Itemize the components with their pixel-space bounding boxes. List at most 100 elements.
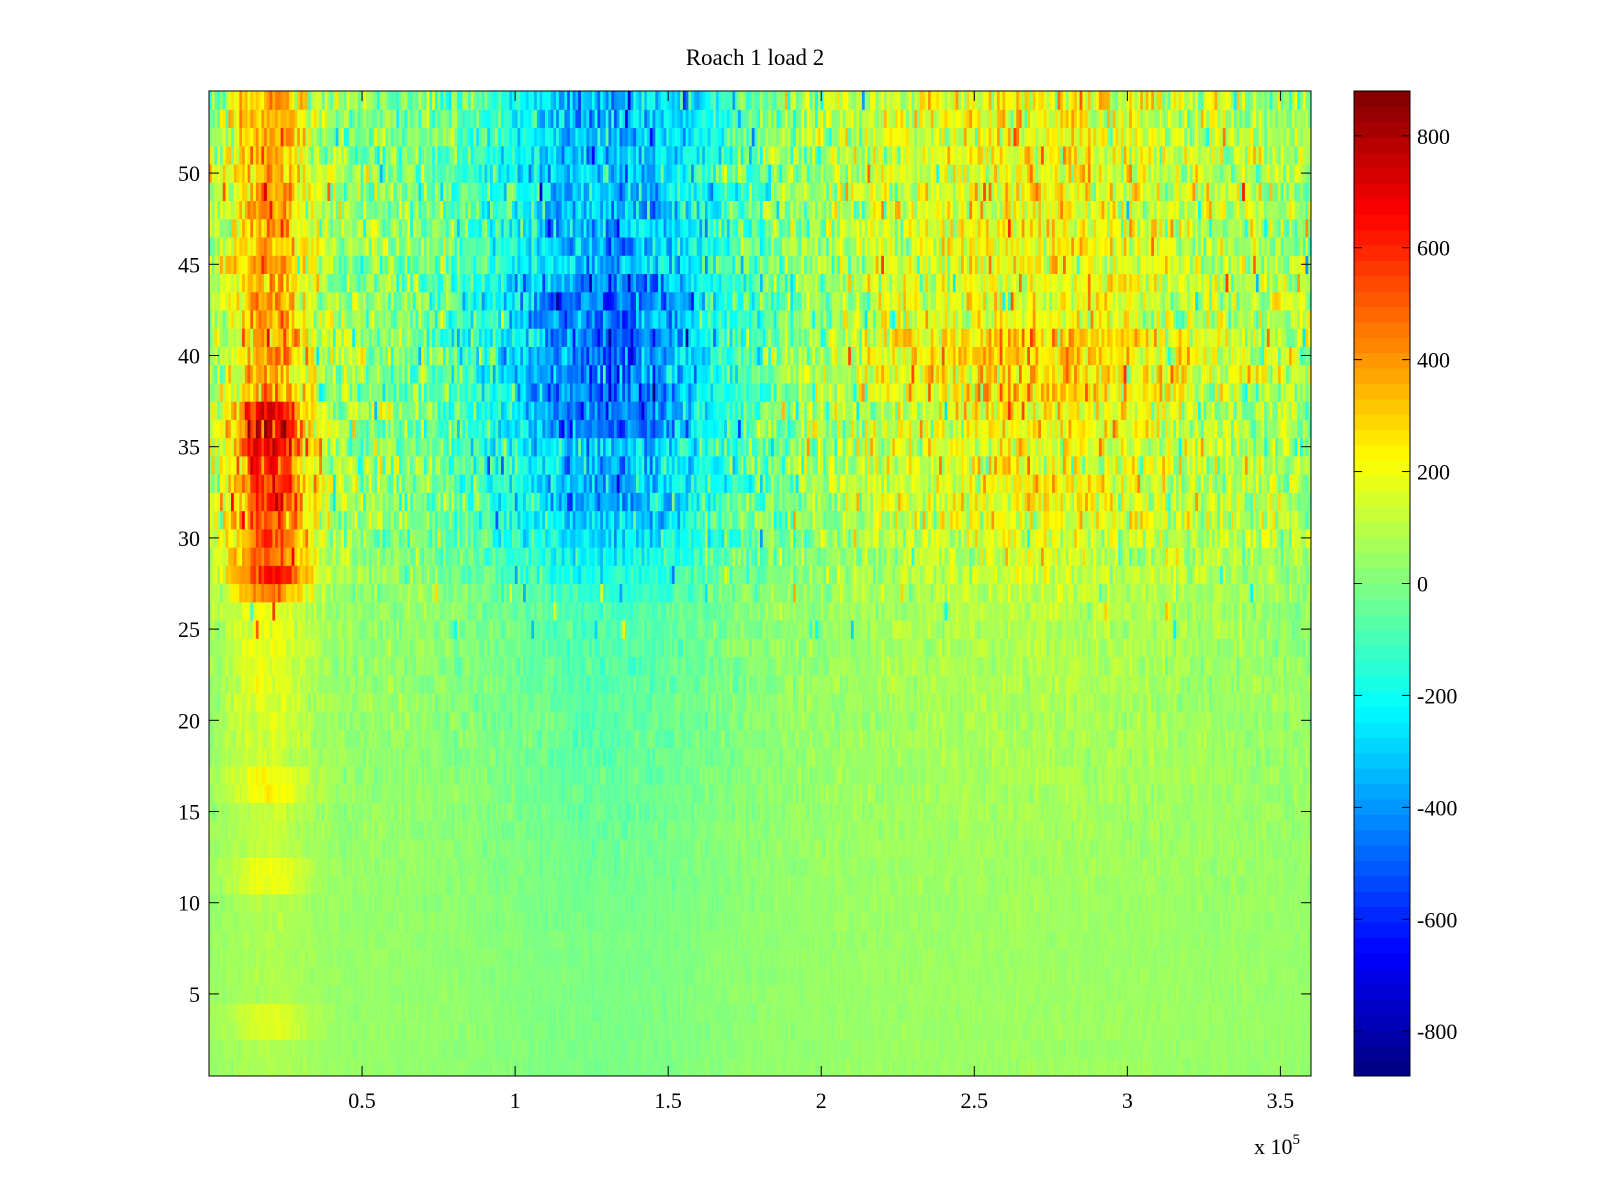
heatmap-cell — [671, 1057, 676, 1076]
heatmap-cell — [696, 1057, 700, 1076]
heatmap-cell — [930, 966, 935, 986]
heatmap-cell — [228, 1039, 232, 1059]
heatmap-cell — [456, 966, 461, 986]
heatmap-cell — [1299, 966, 1304, 986]
heatmap-cell — [470, 930, 475, 949]
heatmap-cell — [826, 966, 830, 986]
heatmap-cell — [1096, 857, 1100, 876]
heatmap-cell — [721, 984, 725, 1004]
heatmap-cell — [613, 1039, 618, 1059]
heatmap-cell — [1173, 966, 1177, 986]
heatmap-cell — [804, 1057, 808, 1076]
heatmap-cell — [313, 838, 318, 858]
heatmap-cell — [1244, 984, 1249, 1004]
heatmap-cell — [561, 1039, 565, 1059]
heatmap-cell — [233, 1003, 238, 1022]
heatmap-cell — [545, 1021, 549, 1041]
heatmap-cell — [253, 930, 257, 949]
heatmap-cell — [319, 1039, 323, 1059]
heatmap-cell — [253, 1039, 257, 1059]
heatmap-cell — [892, 893, 896, 913]
heatmap-cell — [476, 893, 480, 913]
heatmap-cell — [729, 930, 734, 949]
heatmap-cell — [217, 838, 221, 858]
heatmap-cell — [1162, 875, 1166, 895]
heatmap-cell — [613, 893, 618, 913]
heatmap-cell — [842, 930, 846, 949]
heatmap-cell — [947, 948, 951, 968]
heatmap-cell — [445, 875, 450, 895]
heatmap-cell — [487, 966, 491, 986]
heatmap-cell — [512, 984, 516, 1004]
heatmap-cell — [1093, 857, 1097, 876]
heatmap-cell — [569, 838, 574, 858]
heatmap-cell — [1065, 911, 1070, 931]
heatmap-cell — [1082, 930, 1086, 949]
heatmap-cell — [1134, 966, 1139, 986]
heatmap-cell — [666, 948, 670, 968]
heatmap-cell — [324, 1057, 329, 1076]
heatmap-cell — [1052, 857, 1056, 876]
heatmap-cell — [277, 930, 282, 949]
heatmap-cell — [652, 893, 656, 913]
heatmap-cell — [1074, 1003, 1078, 1022]
heatmap-cell — [663, 1021, 667, 1041]
heatmap-cell — [385, 1039, 389, 1059]
heatmap-cell — [917, 948, 921, 968]
heatmap-cell — [1142, 984, 1147, 1004]
heatmap-cell — [1057, 1039, 1061, 1059]
heatmap-cell — [1233, 984, 1238, 1004]
heatmap-cell — [644, 911, 648, 931]
heatmap-cell — [1018, 1057, 1023, 1076]
heatmap-cell — [1068, 857, 1072, 876]
heatmap-cell — [410, 911, 414, 931]
heatmap-cell — [804, 1021, 808, 1041]
heatmap-cell — [556, 966, 560, 986]
heatmap-cell — [233, 1039, 238, 1059]
heatmap-cell — [988, 1057, 993, 1076]
heatmap-cell — [729, 1039, 734, 1059]
heatmap-cell — [751, 930, 756, 949]
heatmap-cell — [465, 1003, 469, 1022]
heatmap-cell — [1231, 984, 1235, 1004]
heatmap-cell — [1093, 893, 1097, 913]
heatmap-cell — [217, 1021, 221, 1041]
heatmap-cell — [594, 875, 599, 895]
heatmap-cell — [377, 1021, 381, 1041]
heatmap-cell — [900, 984, 904, 1004]
heatmap-cell — [228, 984, 232, 1004]
heatmap-cell — [283, 948, 287, 968]
heatmap-cell — [776, 911, 780, 931]
heatmap-cell — [724, 838, 728, 858]
heatmap-cell — [275, 984, 279, 1004]
heatmap-cell — [567, 1039, 571, 1059]
heatmap-cell — [264, 1003, 268, 1022]
heatmap-cell — [473, 1003, 477, 1022]
heatmap-cell — [870, 966, 874, 986]
heatmap-cell — [352, 984, 356, 1004]
heatmap-cell — [266, 893, 271, 913]
heatmap-cell — [280, 875, 284, 895]
heatmap-cell — [305, 838, 309, 858]
heatmap-cell — [1115, 1039, 1119, 1059]
heatmap-cell — [564, 984, 568, 1004]
heatmap-cell — [928, 930, 932, 949]
heatmap-cell — [1085, 984, 1089, 1004]
heatmap-cell — [512, 911, 516, 931]
heatmap-cell — [746, 1039, 750, 1059]
heatmap-cell — [652, 966, 656, 986]
heatmap-cell — [977, 1003, 981, 1022]
heatmap-cell — [335, 1039, 340, 1059]
heatmap-cell — [649, 930, 654, 949]
heatmap-cell — [495, 1003, 499, 1022]
heatmap-cell — [401, 1039, 406, 1059]
heatmap-cell — [277, 1021, 282, 1041]
heatmap-cell — [845, 966, 849, 986]
heatmap-cell — [434, 1021, 439, 1041]
heatmap-cell — [1294, 930, 1298, 949]
heatmap-cell — [1041, 966, 1045, 986]
heatmap-cell — [415, 948, 419, 968]
heatmap-cell — [1299, 875, 1304, 895]
heatmap-cell — [564, 1021, 568, 1041]
heatmap-cell — [454, 911, 458, 931]
